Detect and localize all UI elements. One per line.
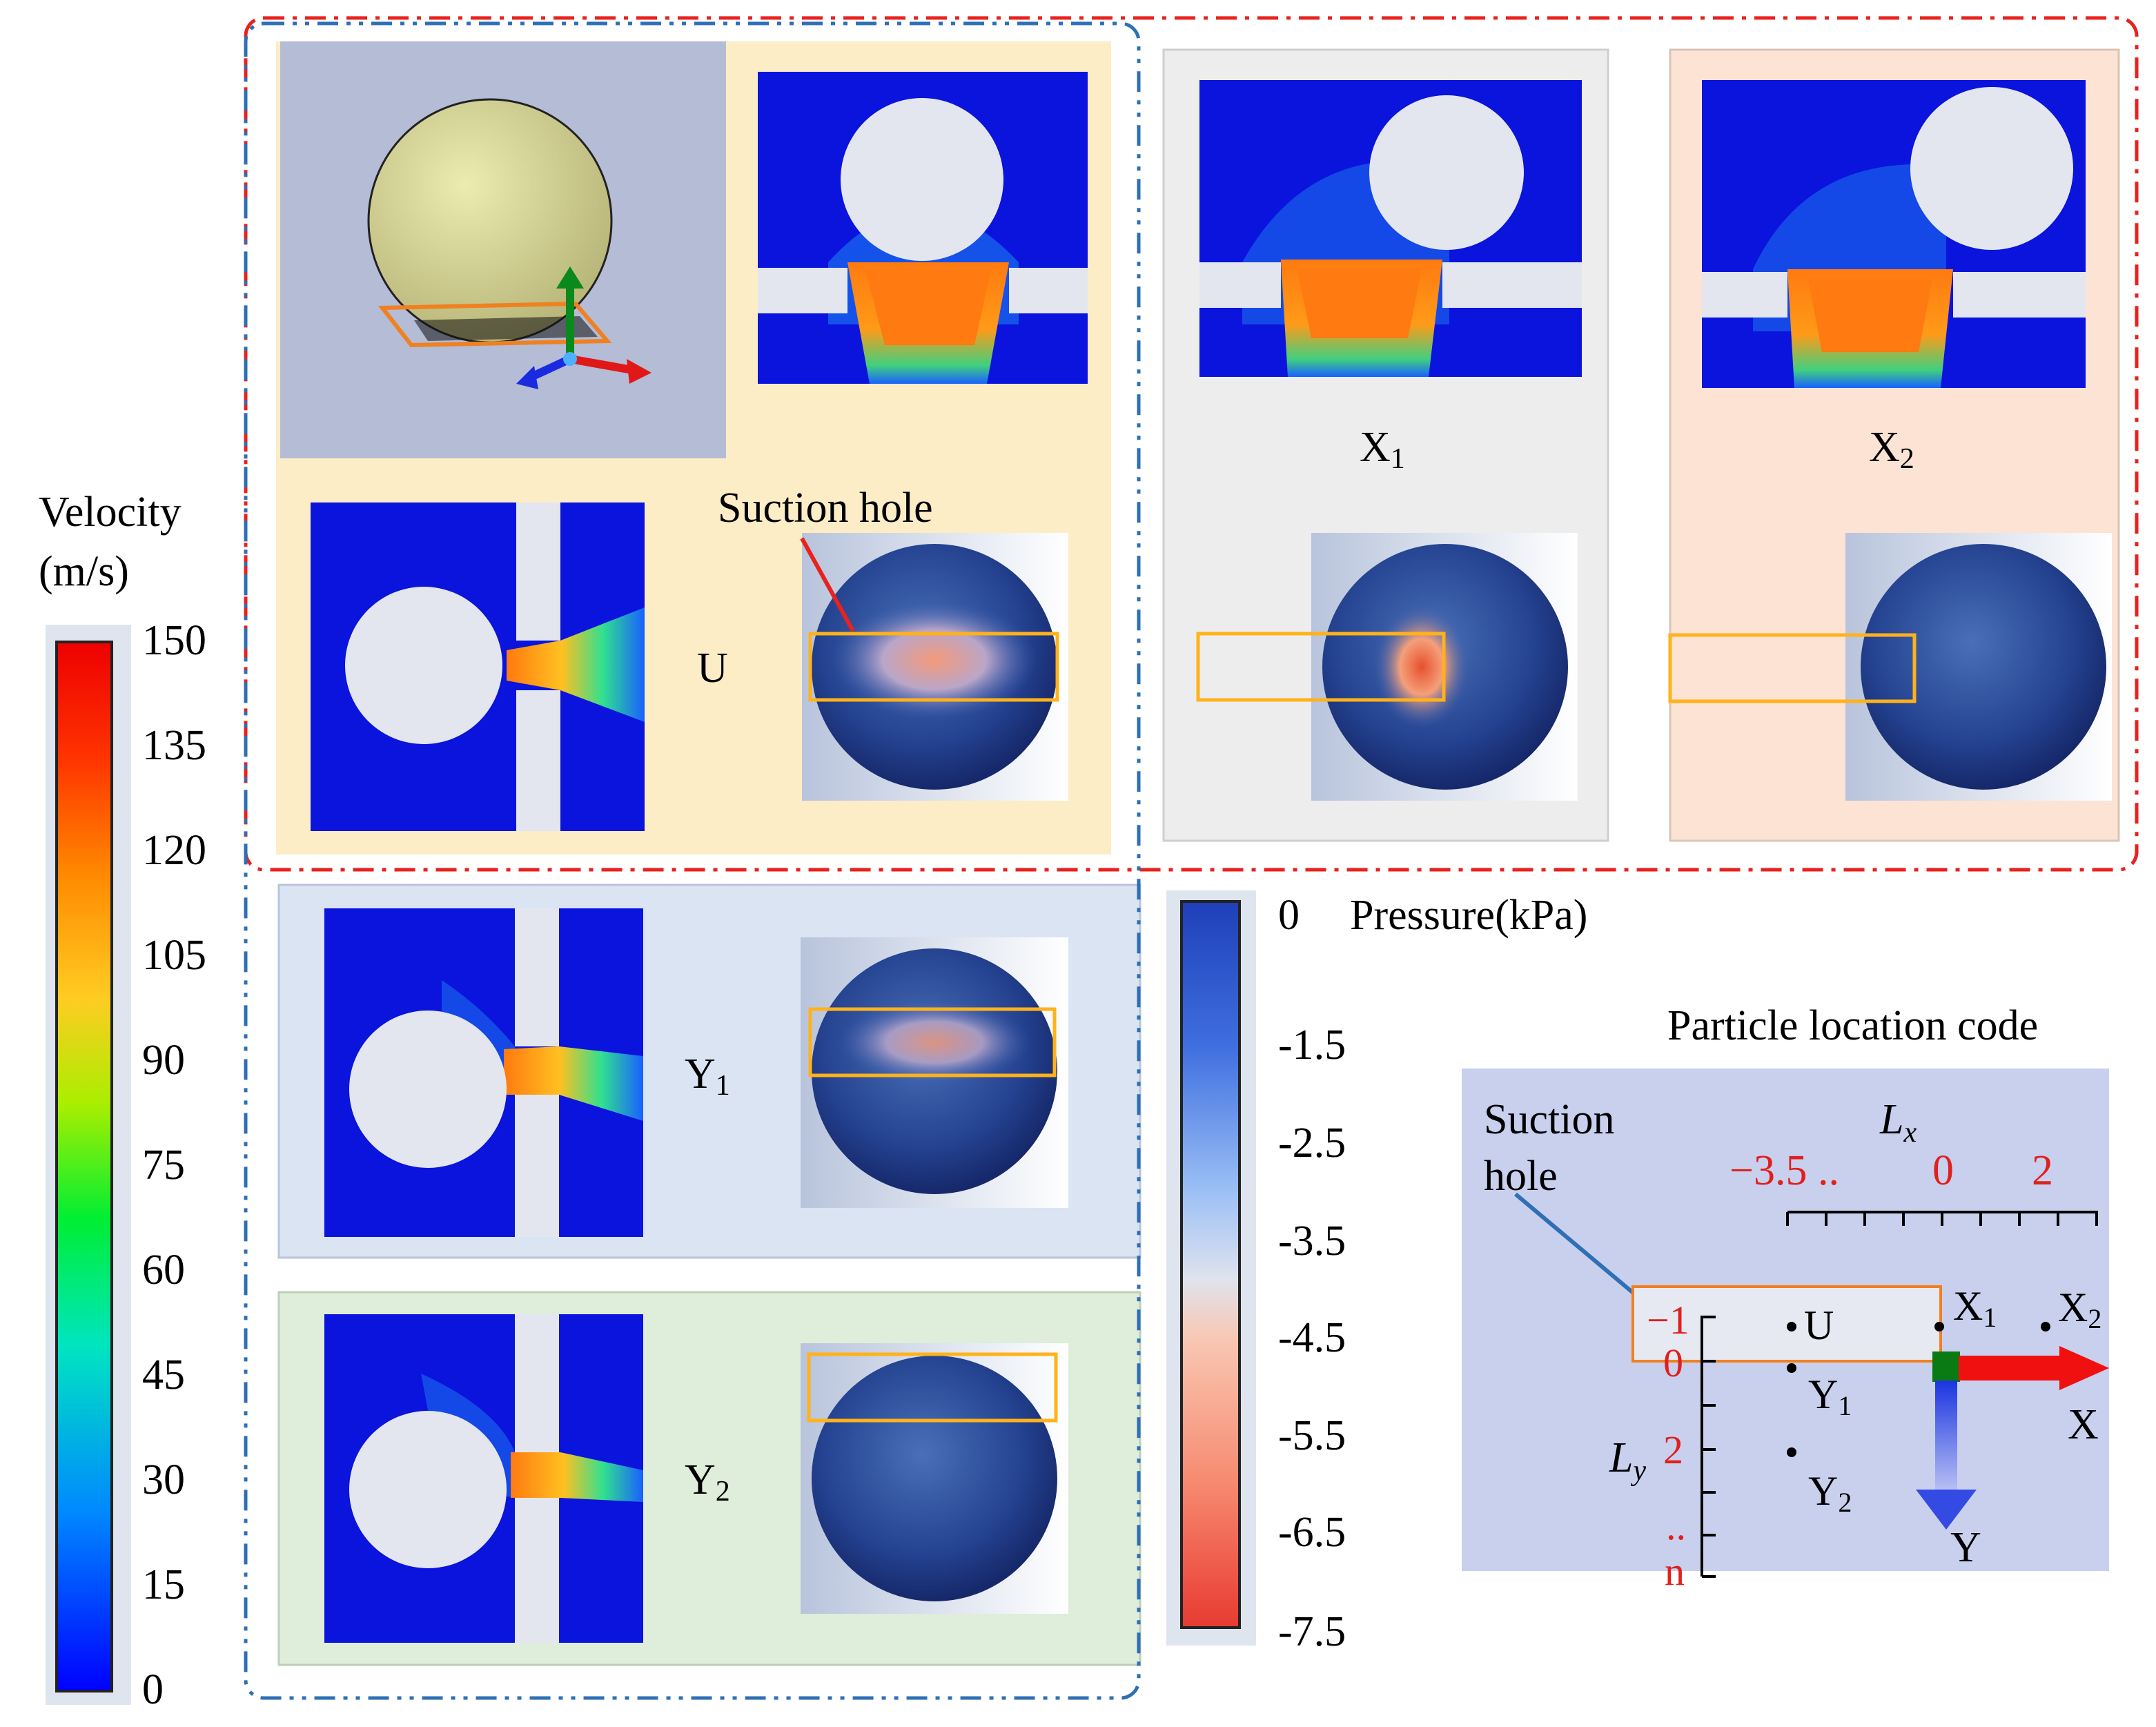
case-label-y1: Y1 (685, 1051, 730, 1102)
pressure-tick-labels: 0 -1.5 -2.5 -3.5 -4.5 -5.5 -6.5 -7.5 (1278, 892, 1346, 1655)
axis-x-arrow (569, 355, 634, 374)
velocity-tick-label: 120 (142, 827, 206, 874)
pressure-tick-label: -3.5 (1278, 1218, 1346, 1265)
case-label-x2: X2 (1869, 424, 1914, 475)
point-y2-label: Y2 (1808, 1468, 1852, 1518)
point-x2-label: X2 (2058, 1285, 2101, 1334)
pressure-sphere-u (802, 533, 1068, 801)
pressure-colorbar (1180, 900, 1241, 1629)
axis-y-arrow (529, 355, 572, 381)
pressure-tick-label: -2.5 (1278, 1120, 1346, 1167)
case-label-x1: X1 (1360, 424, 1405, 475)
y-tick-dots: .. (1666, 1503, 1686, 1548)
suction-hole-leader (1514, 1192, 1637, 1297)
velocity-tick-label: 60 (142, 1247, 185, 1294)
pressure-tick-label: -7.5 (1278, 1608, 1346, 1655)
x-tick-zero: 0 (1932, 1147, 1954, 1194)
suction-hole-pointer (800, 537, 855, 632)
pressure-tick-label: -1.5 (1278, 1022, 1346, 1069)
axis-x-label: X (2068, 1401, 2099, 1448)
location-hole-label: hole (1484, 1153, 1558, 1200)
y-axis-arrow-shaft (1935, 1380, 1957, 1491)
case-label-y2: Y2 (685, 1456, 730, 1508)
contour-y2-side (324, 1314, 643, 1643)
suction-hole-box-x2 (1668, 633, 1917, 703)
y-ruler-ticks (1702, 1316, 1716, 1578)
axis-y-label: Y (1950, 1524, 1981, 1571)
x-axis-arrow-head (2059, 1346, 2109, 1390)
suction-slot-plate (378, 301, 612, 348)
frame-blue-group (244, 21, 1141, 1700)
pressure-sphere-y2 (801, 1343, 1068, 1614)
x-axis-arrow-shaft (1959, 1356, 2062, 1380)
suction-hole-box-x1 (1196, 632, 1446, 702)
point-y1-label: Y1 (1808, 1372, 1852, 1421)
pressure-sphere-x1 (1196, 533, 1578, 801)
velocity-legend-unit: (m/s) (39, 548, 129, 595)
coordinate-axes: X Y (1916, 1346, 2109, 1571)
suction-hole-box-y2 (807, 1352, 1058, 1423)
ball-3d-view (280, 41, 726, 458)
velocity-tick-label: 45 (142, 1352, 185, 1398)
x-tick-right: 2 (2032, 1147, 2053, 1194)
suction-hole-callout: Suction hole (718, 485, 933, 531)
velocity-tick-label: 105 (142, 932, 206, 979)
pressure-sphere-y1 (801, 937, 1068, 1208)
velocity-tick-label: 75 (142, 1142, 185, 1189)
location-code-title: Particle location code (1667, 1002, 2038, 1049)
pressure-sphere-x2 (1668, 533, 2112, 801)
contour-x2-front (1702, 80, 2086, 388)
pressure-tick-label: -6.5 (1278, 1509, 1346, 1556)
suction-hole-box-y1 (808, 1007, 1057, 1077)
x-ruler-ticks (1786, 1212, 2098, 1226)
location-code-diagram: Particle location code Suction hole Lx −… (1484, 1002, 2109, 1594)
pressure-legend: Pressure(kPa) 0 -1.5 -2.5 -3.5 -4.5 -5.5… (1166, 890, 1587, 1655)
y-tick-zero: 0 (1663, 1340, 1683, 1385)
velocity-colorbar (55, 641, 113, 1692)
y-tick-top: −1 (1647, 1298, 1689, 1343)
contour-y1-side (324, 908, 643, 1237)
point-x1-label: X1 (1953, 1283, 1997, 1333)
lx-label: Lx (1879, 1096, 1917, 1149)
velocity-tick-labels: 150 135 120 105 90 75 60 45 30 15 0 (142, 617, 206, 1713)
pressure-legend-title: Pressure(kPa) (1350, 892, 1587, 939)
ball-cross-section (841, 98, 1003, 261)
case-label-u: U (697, 645, 728, 692)
velocity-tick-label: 150 (142, 617, 206, 664)
pressure-tick-label: -4.5 (1278, 1314, 1346, 1361)
suction-hole-box-u (808, 632, 1059, 702)
contour-u-front (758, 72, 1088, 384)
x-tick-left: −3.5 .. (1729, 1147, 1839, 1194)
velocity-legend-title: Velocity (39, 489, 182, 536)
y-tick-n: n (1665, 1549, 1685, 1594)
y-tick-two: 2 (1663, 1427, 1683, 1472)
pressure-tick-label: 0 (1278, 892, 1300, 939)
velocity-tick-label: 135 (142, 722, 206, 769)
velocity-legend: Velocity (m/s) 150 135 120 105 90 75 60 … (39, 489, 206, 1713)
pressure-tick-label: -5.5 (1278, 1412, 1346, 1459)
contour-x1-front (1199, 80, 1582, 377)
location-suction-label: Suction (1484, 1096, 1614, 1143)
velocity-tick-label: 0 (142, 1666, 164, 1713)
ly-label: Ly (1609, 1434, 1646, 1487)
location-points: U X1 X2 Y1 Y2 (1787, 1283, 2101, 1518)
velocity-tick-label: 15 (142, 1561, 185, 1608)
y-axis-arrow-head (1916, 1490, 1977, 1530)
velocity-tick-label: 90 (142, 1037, 185, 1084)
contour-u-side (311, 503, 645, 831)
velocity-tick-label: 30 (142, 1456, 185, 1503)
point-u-label: U (1804, 1302, 1834, 1348)
